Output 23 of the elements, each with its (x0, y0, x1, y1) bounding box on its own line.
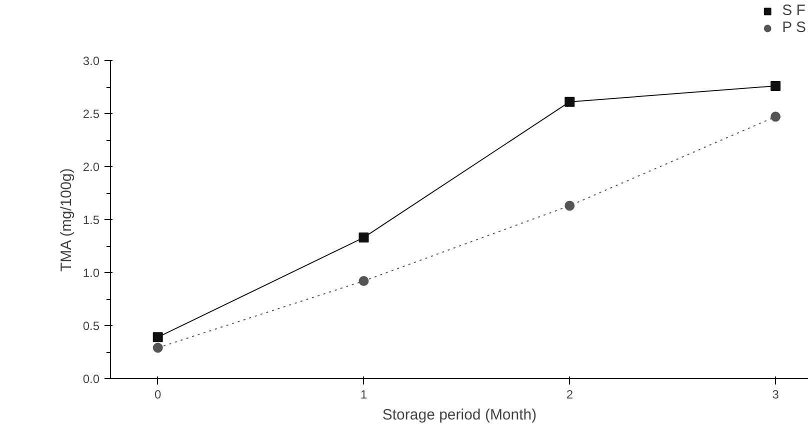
point (564, 96, 575, 107)
point (564, 200, 575, 211)
y-tick-label: 2.0 (82, 160, 100, 174)
y-tick-label: 0.5 (82, 319, 100, 333)
x-tick-label: 2 (566, 388, 574, 402)
x-tick-label: 3 (772, 388, 780, 402)
legend-label: P S (782, 19, 806, 36)
y-tick-label: 3.0 (82, 54, 100, 68)
point (152, 342, 163, 353)
y-tick-label: 2.5 (82, 107, 100, 121)
point (358, 232, 369, 243)
y-axis-title: TMA (mg/100g) (58, 168, 75, 272)
point (358, 276, 369, 286)
legend-label: S F (782, 2, 806, 19)
x-axis-title: Storage period (Month) (382, 406, 537, 424)
x-tick-label: 1 (360, 388, 368, 402)
x-tick-label: 0 (154, 388, 162, 402)
y-tick-label: 1.5 (82, 213, 100, 227)
point (770, 80, 781, 91)
y-tick-label: 0.0 (82, 372, 100, 386)
point (770, 112, 781, 122)
point (152, 332, 163, 342)
y-tick-label: 1.0 (82, 266, 100, 280)
